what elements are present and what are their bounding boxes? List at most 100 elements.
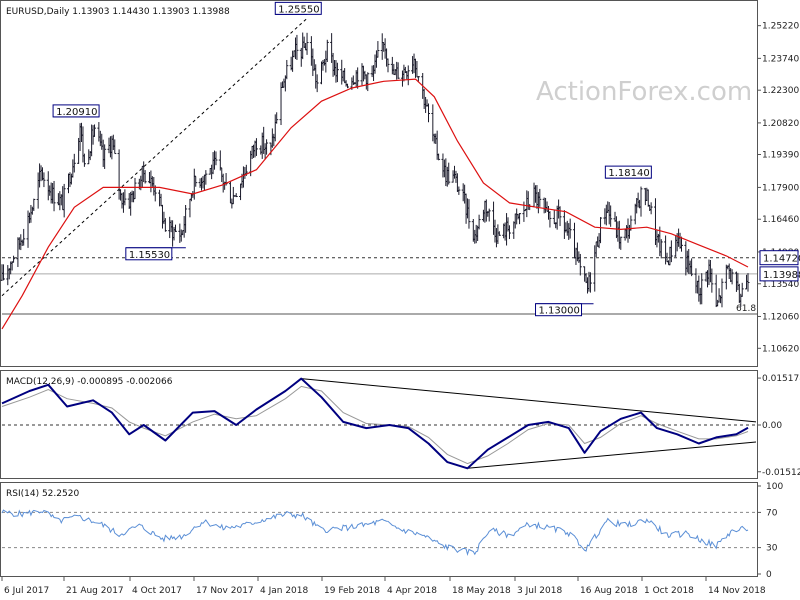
ohlc-bar (72, 153, 76, 173)
macd-line (1, 377, 749, 470)
ohlc-bar (679, 236, 683, 252)
price-tick-label: 1.20820 (762, 119, 799, 129)
callout-box (535, 303, 583, 317)
date-tick-label: 21 Aug 2017 (66, 586, 124, 596)
macd-tick-label: 0.015178 (762, 374, 800, 384)
ohlc-bar (467, 199, 471, 229)
ohlc-bar (746, 273, 750, 292)
ohlc-bar (214, 151, 218, 166)
ohlc-bar (639, 186, 643, 217)
date-tick-label: 4 Jan 2018 (260, 586, 308, 596)
macd-tick-label: 0.00 (762, 421, 782, 431)
ohlc-bar (265, 139, 269, 155)
ohlc-bar (82, 153, 86, 167)
ohlc-bar (487, 208, 491, 222)
ohlc-bar (163, 218, 167, 232)
macd-trendline (467, 441, 757, 469)
price-callout: 1.25550 (274, 1, 322, 15)
ohlc-bar (740, 282, 744, 297)
ohlc-bar (204, 170, 208, 185)
ohlc-bar (305, 32, 309, 55)
ohlc-bar (700, 273, 704, 305)
price-axis-ticks: 1.25220 1.23740 1.22300 1.20820 1.19390 1.179… (757, 22, 799, 354)
rsi-lines-group (1, 509, 757, 556)
ohlc-bar (518, 213, 522, 225)
ohlc-bar (578, 253, 582, 276)
ohlc-bar (649, 202, 653, 215)
price-callouts-group: 1.25550 1.20910 1.15530 1.18140 1.13000 (52, 1, 652, 317)
ohlc-bar (295, 34, 299, 60)
ohlc-bar (548, 211, 552, 228)
ohlc-bar (609, 205, 613, 227)
price-trendline (1, 17, 308, 297)
date-tick-label: 4 Apr 2018 (387, 586, 437, 596)
ohlc-bar (143, 170, 147, 184)
callout-label: 1.15530 (129, 250, 170, 261)
ohlc-bar (477, 214, 481, 230)
ohlc-bar (507, 225, 511, 240)
date-tick-label: 18 May 2018 (452, 586, 511, 596)
ohlc-bar (366, 72, 370, 92)
callout-label: 1.20910 (56, 107, 97, 118)
current-price-tag: 1.13988 (759, 266, 800, 282)
price-tick-label: 1.25220 (762, 22, 799, 32)
callout-box (274, 1, 322, 15)
ohlc-bar (437, 153, 441, 161)
ohlc-bar (396, 62, 400, 79)
callout-box (52, 104, 100, 118)
ohlc-bar (558, 206, 562, 227)
ohlc-bar (720, 278, 724, 308)
rsi-tick-label: 70 (766, 508, 778, 518)
ohlc-bar (315, 74, 319, 93)
callout-label: 1.25550 (278, 4, 319, 15)
ohlc-bar (730, 269, 734, 285)
ohlc-bar (234, 193, 238, 198)
date-tick-label: 19 Feb 2018 (324, 586, 380, 596)
callout-label: 1.13000 (539, 306, 580, 317)
date-tick-label: 3 Jul 2018 (517, 586, 562, 596)
price-tick-label: 1.10620 (762, 344, 799, 354)
price-callout: 1.13000 (535, 303, 594, 317)
ohlc-bar (153, 185, 157, 202)
ohlc-bar (184, 204, 188, 233)
callout-label: 1.18140 (608, 168, 649, 179)
date-tick-label: 14 Nov 2018 (708, 586, 766, 596)
rsi-panel-header: RSI(14) 52.2520 (6, 489, 79, 499)
ohlc-bar (22, 228, 26, 246)
watermark-text: ActionForex.com (536, 77, 752, 107)
ohlc-bar (123, 189, 127, 206)
price-tick-label: 1.19390 (762, 150, 799, 160)
date-tick-label: 16 Aug 2018 (580, 586, 638, 596)
date-tick-label: 4 Oct 2017 (132, 586, 182, 596)
price-callout: 1.18140 (604, 165, 652, 179)
ohlc-bar (52, 180, 56, 212)
callout-box (604, 165, 652, 179)
ohlc-bar (194, 175, 198, 187)
ohlc-bar (93, 124, 97, 137)
price-tick-label: 1.17900 (762, 183, 799, 193)
ohlc-bar (457, 186, 461, 195)
date-tick-label: 1 Oct 2018 (644, 586, 694, 596)
level-price-tag: 1.14720 (759, 250, 800, 266)
price-tick-label: 1.16460 (762, 215, 799, 225)
date-axis-ticks: 6 Jul 2017 21 Aug 2017 4 Oct 2017 17 Nov 20… (1, 577, 766, 596)
ohlc-bar (325, 39, 329, 62)
rsi-line (1, 509, 749, 556)
macd-lines-group (1, 377, 757, 470)
ohlc-bar (42, 172, 46, 188)
current-price-label: 1.13988 (763, 270, 800, 281)
level-price-box (759, 250, 799, 266)
ohlc-bar (588, 272, 592, 293)
ohlc-bar (497, 231, 501, 236)
ohlc-bar (12, 255, 16, 263)
rsi-tick-label: 30 (766, 544, 778, 554)
rsi-tick-label: 100 (766, 482, 783, 492)
price-levels-group (2, 257, 757, 315)
price-tick-label: 1.12060 (762, 312, 799, 322)
ohlc-bar (406, 65, 410, 86)
rsi-tick-label: 0 (766, 570, 772, 580)
ohlc-bar (447, 162, 451, 185)
ohlc-bar (254, 138, 258, 156)
ohlc-bar (659, 239, 663, 259)
